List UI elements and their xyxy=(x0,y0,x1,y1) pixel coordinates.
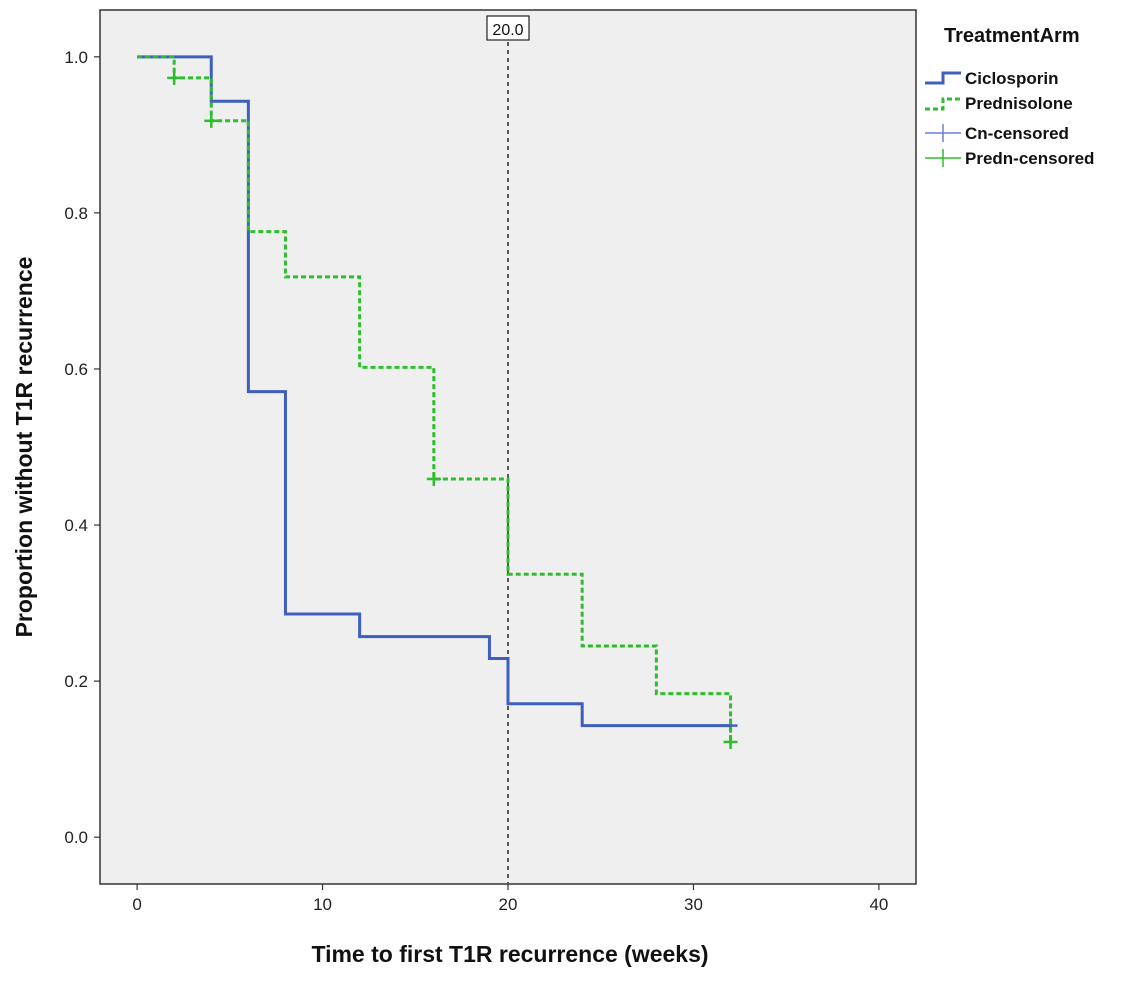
y-tick-label-3: 0.6 xyxy=(64,360,88,379)
legend-title: TreatmentArm xyxy=(944,25,1080,47)
x-tick-label-2: 20 xyxy=(499,895,518,914)
legend-item-ciclosporin: Ciclosporin xyxy=(925,69,1059,88)
legend-swatch-ciclosporin xyxy=(925,71,961,85)
y-tick-label-5: 1.0 xyxy=(64,48,88,67)
legend-item-prednisolone: Prednisolone xyxy=(925,94,1073,113)
censor-mark-prednisolone-3 xyxy=(723,734,738,749)
x-tick-label-0: 0 xyxy=(132,895,141,914)
legend-label-predn-censored: Predn-censored xyxy=(965,149,1094,168)
legend-label-cn-censored: Cn-censored xyxy=(965,124,1069,143)
legend: TreatmentArm Ciclosporin Prednisolone Cn… xyxy=(925,25,1094,168)
reference-line-label-box xyxy=(486,15,530,41)
x-tick-label-3: 30 xyxy=(684,895,703,914)
reference-line-label: 20.0 xyxy=(492,22,523,39)
legend-label-prednisolone: Prednisolone xyxy=(965,94,1073,113)
series-line-prednisolone xyxy=(137,55,733,742)
axes-layer: 0 10 20 30 40 0.0 0.2 0.4 0.6 0.8 1.0 xyxy=(64,48,888,914)
legend-swatch-prednisolone xyxy=(925,97,961,111)
censor-mark-prednisolone-0 xyxy=(167,70,182,85)
series-line-ciclosporin xyxy=(137,55,731,728)
y-tick-label-0: 0.0 xyxy=(64,828,88,847)
y-tick-label-1: 0.2 xyxy=(64,672,88,691)
series-layer xyxy=(137,55,738,749)
x-tick-label-4: 40 xyxy=(869,895,888,914)
legend-item-predn-censored: Predn-censored xyxy=(925,149,1094,168)
reference-line-layer: 20.0 xyxy=(486,15,530,884)
x-axis-title: Time to first T1R recurrence (weeks) xyxy=(311,941,708,967)
y-tick-label-4: 0.8 xyxy=(64,204,88,223)
legend-label-ciclosporin: Ciclosporin xyxy=(965,69,1059,88)
censor-mark-prednisolone-2 xyxy=(426,471,441,486)
legend-item-cn-censored: Cn-censored xyxy=(925,124,1069,143)
y-tick-label-2: 0.4 xyxy=(64,516,88,535)
x-tick-label-1: 10 xyxy=(313,895,332,914)
censor-mark-prednisolone-1 xyxy=(204,113,219,128)
y-axis-title: Proportion without T1R recurrence xyxy=(11,257,37,638)
